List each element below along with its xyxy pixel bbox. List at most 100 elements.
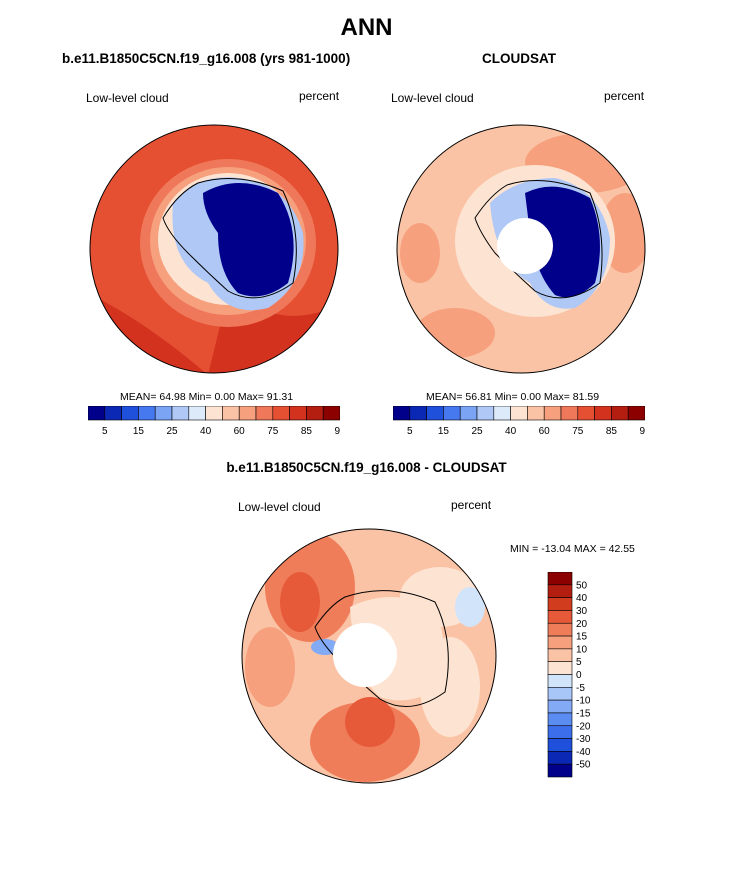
panel-2-colorbar-tick-label: 85	[606, 426, 618, 437]
panel-2-missing-data-hole	[497, 218, 553, 274]
panel-2-colorbar-swatch	[627, 406, 645, 421]
panel-1-colorbar-swatch	[104, 406, 122, 421]
panel-3-colorbar-tick-label: -20	[576, 721, 591, 732]
panel-1-colorbar-swatch	[322, 406, 340, 421]
panel-2-colorbar-swatch	[393, 406, 411, 421]
panel-1-colorbar-tick-label: 5	[102, 426, 108, 437]
panel-2-colorbar-tick-label: 95	[639, 426, 645, 437]
panel-1-colorbar: 5 15 25 40 60 75 85 95	[88, 406, 340, 437]
panel-1-stats: MEAN= 64.98 Min= 0.00 Max= 91.31	[120, 391, 294, 403]
panel-3-colorbar-swatch	[547, 699, 573, 714]
panel-1-colorbar-swatch	[171, 406, 190, 421]
panel-2-colorbar-swatch	[493, 406, 511, 421]
panel-2-colorbar-swatch	[510, 406, 528, 421]
panel-3-colorbar-swatch	[547, 648, 573, 662]
panel-3-colorbar-swatch	[547, 572, 573, 586]
panel-1-units-label: percent	[299, 89, 340, 103]
panel-2-colorbar-swatch	[443, 406, 461, 421]
panel-3-colorbar-swatch	[547, 751, 573, 765]
panel-3-colorbar-tick-label: -15	[576, 708, 591, 719]
panel-2-colorbar-tick-label: 5	[407, 426, 413, 437]
panel-2-colorbar-swatch	[459, 406, 478, 421]
panel-1-coastline	[162, 178, 297, 299]
panel-1-polar-map	[89, 124, 339, 374]
panel-2-colorbar-swatch	[577, 406, 595, 421]
panel-3-colorbar-swatch	[547, 610, 573, 624]
panel-3-colorbar-swatch	[547, 597, 573, 611]
panel-3-missing-data-hole	[333, 623, 397, 687]
panel-1-colorbar-swatch	[238, 406, 257, 421]
panel-2-stats: MEAN= 56.81 Min= 0.00 Max= 81.59	[426, 391, 600, 403]
panel-2-colorbar-swatch	[527, 406, 545, 421]
panel-2-colorbar-swatch	[611, 406, 629, 421]
panel-2-units-label: percent	[604, 89, 645, 103]
panel-3-stats: MIN = -13.04 MAX = 42.55	[510, 543, 635, 555]
panel-3-colorbar-tick-label: -5	[576, 683, 585, 694]
panel-1-colorbar-tick-label: 95	[334, 426, 340, 437]
panel-3-colorbar-tick-label: -30	[576, 734, 591, 745]
panel-1-colorbar-swatch	[154, 406, 173, 421]
panel-1-title: b.e11.B1850C5CN.f19_g16.008 (yrs 981-100…	[62, 51, 351, 66]
panel-2-title: CLOUDSAT	[482, 51, 556, 66]
panel-1-colorbar-tick-label: 75	[267, 426, 279, 437]
panel-1-colorbar-swatch	[121, 406, 139, 421]
panel-2-polar-map	[396, 124, 646, 374]
panel-3-colorbar-tick-label: -50	[576, 760, 591, 771]
panel-1-colorbar-swatch	[255, 406, 274, 421]
panel-3-colorbar-swatch	[547, 687, 573, 701]
panel-1-colorbar-tick-label: 15	[133, 426, 145, 437]
panel-1-colorbar-swatch	[205, 406, 223, 421]
panel-3-colorbar-tick-label: -10	[576, 696, 591, 707]
panel-3-colorbar-swatch	[547, 763, 573, 778]
panel-2-colorbar-swatch	[594, 406, 612, 421]
panel-2-colorbar-swatch	[560, 406, 579, 421]
panel-3-colorbar-swatch	[547, 584, 573, 598]
panel-1-colorbar-swatch	[272, 406, 290, 421]
panel-3-colorbar-tick-label: 50	[576, 580, 588, 591]
panel-3-colorbar-tick-label: 10	[576, 644, 588, 655]
panel-3-colorbar-swatch	[547, 725, 573, 739]
panel-1-colorbar-tick-label: 60	[234, 426, 246, 437]
panel-3-colorbar-tick-label: 5	[576, 657, 582, 668]
panel-3-variable-label: Low-level cloud	[238, 500, 321, 514]
panel-2-colorbar-tick-label: 25	[471, 426, 483, 437]
panel-2-colorbar-tick-label: 75	[572, 426, 584, 437]
panel-2-colorbar-swatch	[476, 406, 495, 421]
panel-1-colorbar-tick-label: 25	[166, 426, 178, 437]
panel-3-colorbar-tick-label: 0	[576, 670, 582, 681]
panel-3-units-label: percent	[451, 498, 492, 512]
panel-2-variable-label: Low-level cloud	[391, 91, 474, 105]
panel-1-field	[90, 125, 338, 373]
panel-2-colorbar-tick-label: 15	[438, 426, 450, 437]
panel-3-colorbar-swatch	[547, 635, 573, 650]
panel-1-variable-label: Low-level cloud	[86, 91, 169, 105]
panel-1-colorbar-swatch	[289, 406, 307, 421]
panel-2-coastline	[474, 180, 603, 299]
panel-1-colorbar-swatch	[306, 406, 324, 421]
panel-1-colorbar-swatch	[88, 406, 106, 421]
panel-3-colorbar-tick-label: 40	[576, 593, 588, 604]
page-title: ANN	[340, 14, 393, 41]
panel-1-colorbar-swatch	[138, 406, 156, 421]
panel-3-title: b.e11.B1850C5CN.f19_g16.008 - CLOUDSAT	[226, 460, 507, 475]
panel-3-colorbar-tick-label: 20	[576, 619, 588, 630]
panel-2-colorbar: 5 15 25 40 60 75 85 95	[393, 406, 645, 437]
panel-2-colorbar-tick-label: 40	[505, 426, 517, 437]
panel-3-colorbar-swatch	[547, 622, 573, 637]
panel-3-polar-map	[241, 528, 497, 784]
panel-3-coastline	[314, 590, 449, 708]
panel-3-colorbar-tick-label: 15	[576, 632, 588, 643]
panel-3-colorbar-tick-label: 30	[576, 606, 588, 617]
panel-3-colorbar-swatch	[547, 712, 573, 727]
panel-3-colorbar-swatch	[547, 738, 573, 752]
panel-3-colorbar-tick-label: -40	[576, 747, 591, 758]
panel-2-colorbar-tick-label: 60	[539, 426, 551, 437]
panel-3-colorbar-swatch	[547, 674, 573, 688]
panel-1-colorbar-tick-label: 40	[200, 426, 212, 437]
panel-2-colorbar-swatch	[409, 406, 427, 421]
panel-3-colorbar-swatch	[547, 661, 573, 675]
panel-1-colorbar-swatch	[188, 406, 206, 421]
panel-2-colorbar-swatch	[426, 406, 444, 421]
panel-2-colorbar-swatch	[543, 406, 562, 421]
